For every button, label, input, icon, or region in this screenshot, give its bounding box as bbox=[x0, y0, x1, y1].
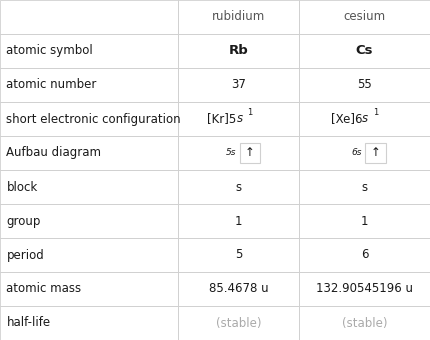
Bar bbox=[299, 102, 430, 136]
Bar bbox=[299, 34, 430, 68]
Bar bbox=[178, 68, 299, 102]
Text: group: group bbox=[6, 215, 41, 227]
Bar bbox=[0, 34, 178, 68]
Bar bbox=[178, 102, 299, 136]
Text: 1: 1 bbox=[373, 108, 378, 117]
Text: block: block bbox=[6, 181, 38, 193]
Bar bbox=[178, 136, 299, 170]
Text: s: s bbox=[361, 181, 368, 193]
Text: ↑: ↑ bbox=[371, 147, 381, 159]
Text: half-life: half-life bbox=[6, 317, 51, 329]
Text: (stable): (stable) bbox=[216, 317, 261, 329]
Bar bbox=[299, 238, 430, 272]
Bar bbox=[0, 306, 178, 340]
Text: 55: 55 bbox=[357, 79, 372, 91]
Bar bbox=[0, 136, 178, 170]
Bar bbox=[240, 143, 260, 163]
Text: s: s bbox=[237, 113, 243, 125]
Text: rubidium: rubidium bbox=[212, 11, 265, 23]
Text: 85.4678 u: 85.4678 u bbox=[209, 283, 268, 295]
Bar bbox=[299, 136, 430, 170]
Text: short electronic configuration: short electronic configuration bbox=[6, 113, 181, 125]
Text: Rb: Rb bbox=[229, 45, 249, 57]
Bar bbox=[178, 170, 299, 204]
Text: [Xe]6: [Xe]6 bbox=[331, 113, 362, 125]
Bar bbox=[178, 238, 299, 272]
Bar bbox=[0, 0, 178, 34]
Bar bbox=[299, 272, 430, 306]
Bar bbox=[178, 34, 299, 68]
Bar bbox=[0, 238, 178, 272]
Text: atomic mass: atomic mass bbox=[6, 283, 82, 295]
Text: 132.90545196 u: 132.90545196 u bbox=[316, 283, 413, 295]
Text: atomic number: atomic number bbox=[6, 79, 97, 91]
Text: 6: 6 bbox=[361, 249, 368, 261]
Text: atomic symbol: atomic symbol bbox=[6, 45, 93, 57]
Bar bbox=[178, 0, 299, 34]
Text: Cs: Cs bbox=[356, 45, 373, 57]
Bar bbox=[178, 204, 299, 238]
Text: [Kr]5: [Kr]5 bbox=[207, 113, 237, 125]
Text: 5: 5 bbox=[235, 249, 243, 261]
Text: Aufbau diagram: Aufbau diagram bbox=[6, 147, 101, 159]
Text: s: s bbox=[236, 181, 242, 193]
Text: 37: 37 bbox=[231, 79, 246, 91]
Bar bbox=[0, 68, 178, 102]
Bar bbox=[365, 143, 386, 163]
Text: period: period bbox=[6, 249, 44, 261]
Bar bbox=[178, 272, 299, 306]
Bar bbox=[299, 170, 430, 204]
Bar bbox=[0, 102, 178, 136]
Text: cesium: cesium bbox=[344, 11, 385, 23]
Text: 5s: 5s bbox=[226, 149, 236, 157]
Bar bbox=[178, 306, 299, 340]
Text: s: s bbox=[362, 113, 369, 125]
Bar bbox=[299, 306, 430, 340]
Text: (stable): (stable) bbox=[342, 317, 387, 329]
Text: 1: 1 bbox=[361, 215, 368, 227]
Bar bbox=[0, 204, 178, 238]
Text: 1: 1 bbox=[235, 215, 243, 227]
Text: 6s: 6s bbox=[351, 149, 362, 157]
Text: 1: 1 bbox=[247, 108, 252, 117]
Bar bbox=[299, 0, 430, 34]
Bar bbox=[0, 170, 178, 204]
Text: ↑: ↑ bbox=[245, 147, 255, 159]
Bar bbox=[299, 204, 430, 238]
Bar bbox=[299, 68, 430, 102]
Bar bbox=[0, 272, 178, 306]
